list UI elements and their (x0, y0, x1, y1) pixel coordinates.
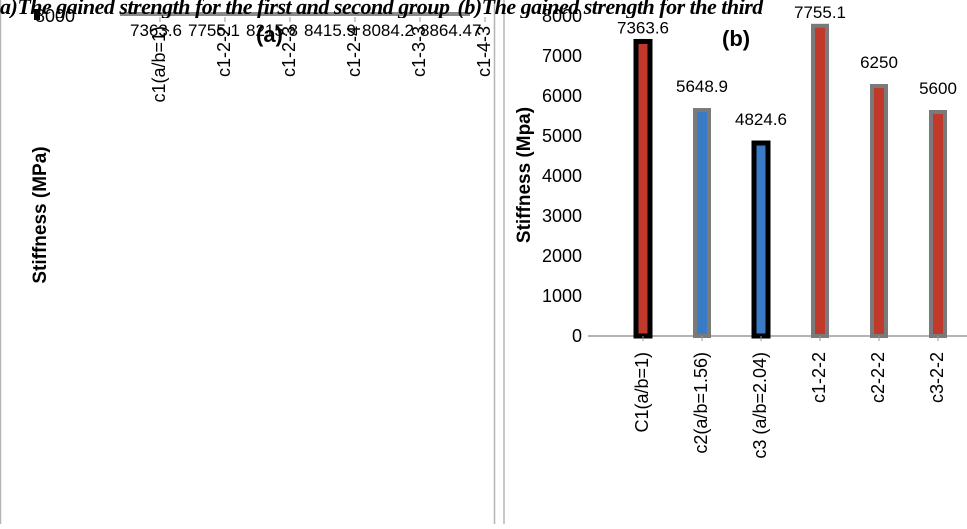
chart-b-bar (693, 108, 711, 338)
chart-a-y-tick-8000: 8000 (35, 6, 75, 26)
chart-b-bar (633, 38, 653, 339)
chart-a-x-tick-label: c1(a/b=1) (149, 26, 169, 103)
chart-a-x-tick-label: c1-2-3 (279, 26, 299, 77)
chart-a-x-tick-label: c1-2-2 (214, 26, 234, 77)
chart-b-x-tick-label: c2(a/b=1.56) (691, 352, 711, 454)
caption-left: a)The gained strength for the first and … (0, 0, 450, 18)
chart-b-y-tick-label: 3000 (542, 206, 582, 226)
chart-b-y-tick-label: 2000 (542, 246, 582, 266)
chart-a-y-axis-label: Stiffness (MPa) (30, 146, 51, 283)
chart-b-y-tick-label: 0 (572, 326, 582, 346)
chart-b-y-tick-label: 1000 (542, 286, 582, 306)
chart-b-data-label: 6250 (860, 53, 898, 72)
chart-a-x-tick-label: c1-4-3 (474, 26, 494, 77)
chart-b-data-label: 5648.9 (676, 77, 728, 96)
chart-b-y-tick-label: 6000 (542, 86, 582, 106)
chart-b-bar (870, 84, 888, 338)
chart-b-bar (751, 140, 771, 339)
chart-a-x-tick-label: c1-2-4 (344, 26, 364, 77)
chart-b-data-label: 5600 (919, 79, 957, 98)
chart-b-x-tick-label: c1-2-2 (809, 352, 829, 403)
chart-b-svg: Stiffness (Mpa) (b) 0 1000 2000 3000 4000 500… (503, 0, 967, 529)
chart-b-y-tick-label: 5000 (542, 126, 582, 146)
caption-right: (b)The gained strength for the third (457, 0, 764, 18)
chart-a-data-label: 8215.8 (246, 21, 298, 40)
chart-b-y-axis-label: Stiffness (Mpa) (514, 107, 535, 243)
chart-b-border (503, 0, 967, 529)
chart-b-panel-label: (b) (722, 26, 750, 51)
chart-b-data-label: 7755.1 (794, 3, 846, 22)
chart-b-data-label: 4824.6 (735, 110, 787, 129)
chart-a-top-edge (120, 12, 470, 16)
chart-b-y-tick-label: 4000 (542, 166, 582, 186)
chart-panel-b: Stiffness (Mpa) (b) 0 1000 2000 3000 4000 500… (500, 0, 967, 529)
chart-b-x-tick-label: c3 (a/b=2.04) (750, 352, 770, 459)
chart-a-data-label: 7755.1 (188, 21, 240, 40)
chart-b-x-tick-label: C1(a/b=1) (632, 352, 652, 433)
chart-b-x-tick-label: c2-2-2 (868, 352, 888, 403)
chart-b-y-tick-label: 7000 (542, 46, 582, 66)
figure-caption: a)The gained strength for the first and … (0, 0, 967, 18)
chart-a-x-tick-label: c1-3-3 (409, 26, 429, 77)
chart-b-y-tick-label: 8000 (542, 6, 582, 26)
chart-a-data-label: 8864.47 (420, 21, 481, 40)
chart-b-bar (929, 110, 947, 338)
chart-panel-a: Stiffness (MPa) 8000 (a) 7363.6 7755.1 821… (0, 0, 496, 529)
chart-a-panel-label: (a) (256, 22, 283, 47)
chart-a-data-label: 8415.9 (304, 21, 356, 40)
chart-a-legend-marker (34, 9, 40, 20)
chart-a-border (0, 0, 496, 529)
chart-a-data-label: 8084.2 (362, 21, 414, 40)
chart-b-bar (811, 23, 829, 339)
chart-b-data-label: 7363.6 (617, 18, 669, 37)
chart-a-data-label: 7363.6 (130, 21, 182, 40)
chart-a-svg: Stiffness (MPa) 8000 (a) 7363.6 7755.1 821… (0, 0, 496, 529)
chart-b-x-tick-label: c3-2-2 (927, 352, 947, 403)
